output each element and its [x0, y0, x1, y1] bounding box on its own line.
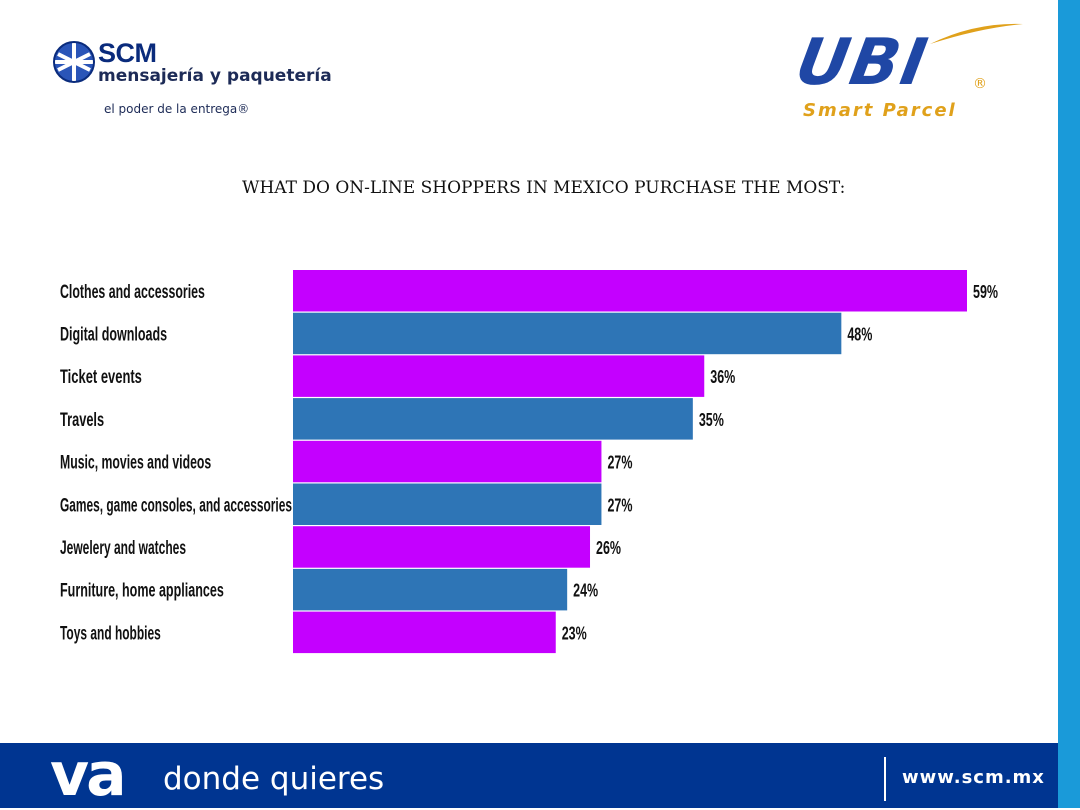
footer-banner: va donde quieres www.scm.mx	[0, 743, 1058, 808]
category-label-4: Travels	[60, 410, 104, 431]
bar-1	[293, 270, 967, 312]
category-label-9: Toys and hobbies	[60, 623, 161, 644]
value-label-7: 26%	[596, 538, 621, 558]
value-label-5: 27%	[607, 453, 632, 473]
ubi-logo: UBI ® Smart Parcel	[790, 20, 1025, 130]
right-accent-stripe	[1058, 0, 1080, 808]
value-label-2: 48%	[847, 324, 872, 344]
bar-5	[293, 440, 602, 483]
chart-title: WHAT DO ON-LINE SHOPPERS IN MEXICO PURCH…	[242, 178, 846, 198]
value-label-8: 24%	[573, 581, 598, 601]
value-label-4: 35%	[699, 410, 724, 430]
scm-logo-subtitle: mensajería y paquetería	[98, 66, 332, 86]
footer-slogan: donde quieres	[163, 761, 385, 797]
category-label-2: Digital downloads	[60, 324, 167, 345]
bar-7	[293, 526, 591, 568]
bar-9	[293, 611, 556, 654]
bar-2	[293, 312, 842, 355]
globe-icon	[53, 41, 95, 83]
value-label-9: 23%	[562, 623, 587, 643]
bar-6	[293, 483, 602, 525]
ubi-logo-subtitle: Smart Parcel	[803, 100, 957, 121]
footer-url[interactable]: www.scm.mx	[902, 767, 1045, 788]
scm-logo: SCM mensajería y paquetería el poder de …	[50, 38, 370, 128]
category-label-7: Jewelery and watches	[60, 538, 186, 559]
category-label-8: Furniture, home appliances	[60, 581, 224, 602]
value-label-3: 36%	[710, 367, 735, 387]
scm-logo-name: SCM	[98, 38, 157, 68]
category-label-6: Games, game consoles, and accessories	[60, 495, 292, 516]
footer-divider	[884, 757, 886, 801]
bar-4	[293, 398, 693, 440]
scm-logo-tagline: el poder de la entrega®	[104, 102, 250, 116]
footer-slogan-bold: va	[50, 740, 127, 810]
swoosh-icon	[930, 23, 1023, 44]
category-label-1: Clothes and accessories	[60, 282, 205, 303]
bar-8	[293, 568, 568, 611]
bar-3	[293, 355, 705, 397]
category-label-3: Ticket events	[60, 367, 142, 388]
category-label-5: Music, movies and videos	[60, 453, 211, 474]
value-label-1: 59%	[973, 282, 998, 302]
value-label-6: 27%	[607, 495, 632, 515]
ubi-logo-registered: ®	[973, 76, 987, 92]
